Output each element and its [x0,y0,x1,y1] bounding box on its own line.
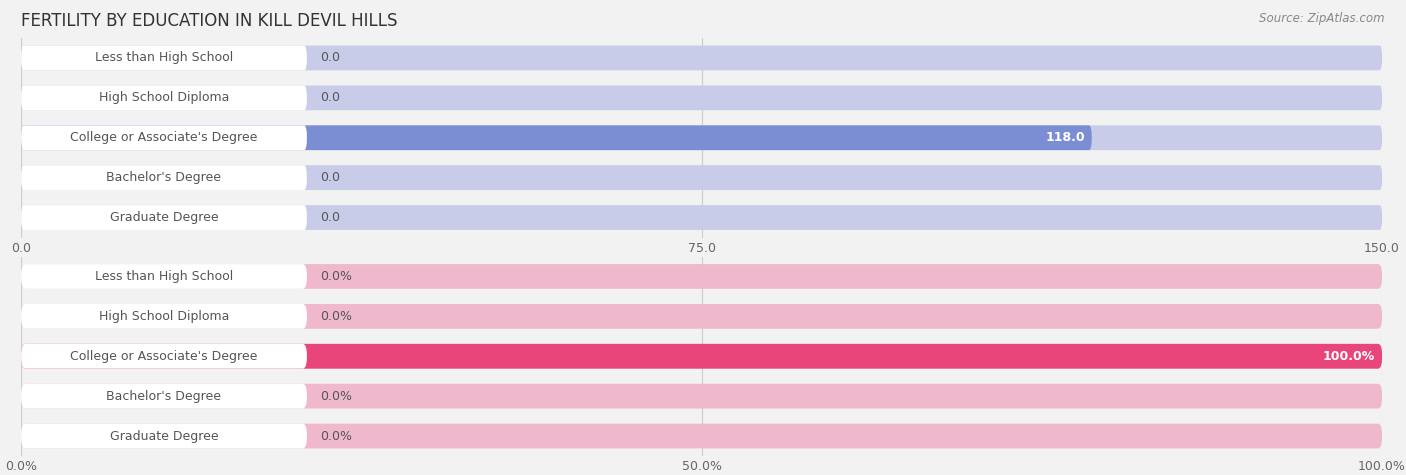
Text: 0.0: 0.0 [321,51,340,65]
FancyBboxPatch shape [21,424,307,448]
Text: Less than High School: Less than High School [94,51,233,65]
FancyBboxPatch shape [21,264,307,289]
FancyBboxPatch shape [21,205,307,230]
FancyBboxPatch shape [21,165,307,190]
FancyBboxPatch shape [21,46,307,70]
FancyBboxPatch shape [21,86,1382,110]
Text: 0.0%: 0.0% [321,429,353,443]
Text: 0.0%: 0.0% [321,270,353,283]
FancyBboxPatch shape [21,344,1382,369]
Text: High School Diploma: High School Diploma [98,310,229,323]
Text: Source: ZipAtlas.com: Source: ZipAtlas.com [1260,12,1385,25]
FancyBboxPatch shape [21,384,307,408]
Text: 0.0%: 0.0% [321,310,353,323]
FancyBboxPatch shape [21,304,307,329]
FancyBboxPatch shape [21,125,307,150]
Text: High School Diploma: High School Diploma [98,91,229,104]
Text: College or Associate's Degree: College or Associate's Degree [70,350,257,363]
FancyBboxPatch shape [21,165,1382,190]
FancyBboxPatch shape [21,125,1091,150]
Text: Graduate Degree: Graduate Degree [110,211,218,224]
Text: 0.0: 0.0 [321,171,340,184]
FancyBboxPatch shape [21,344,307,369]
Text: 0.0: 0.0 [321,211,340,224]
Text: Graduate Degree: Graduate Degree [110,429,218,443]
Text: 118.0: 118.0 [1045,131,1085,144]
FancyBboxPatch shape [21,205,1382,230]
FancyBboxPatch shape [21,264,1382,289]
FancyBboxPatch shape [21,424,1382,448]
FancyBboxPatch shape [21,125,1382,150]
Text: 0.0%: 0.0% [321,390,353,403]
Text: 100.0%: 100.0% [1323,350,1375,363]
Text: Less than High School: Less than High School [94,270,233,283]
FancyBboxPatch shape [21,304,1382,329]
Text: 0.0: 0.0 [321,91,340,104]
Text: FERTILITY BY EDUCATION IN KILL DEVIL HILLS: FERTILITY BY EDUCATION IN KILL DEVIL HIL… [21,12,398,30]
FancyBboxPatch shape [21,46,1382,70]
Text: Bachelor's Degree: Bachelor's Degree [107,171,222,184]
FancyBboxPatch shape [21,344,1382,369]
Text: College or Associate's Degree: College or Associate's Degree [70,131,257,144]
FancyBboxPatch shape [21,384,1382,408]
Text: Bachelor's Degree: Bachelor's Degree [107,390,222,403]
FancyBboxPatch shape [21,86,307,110]
